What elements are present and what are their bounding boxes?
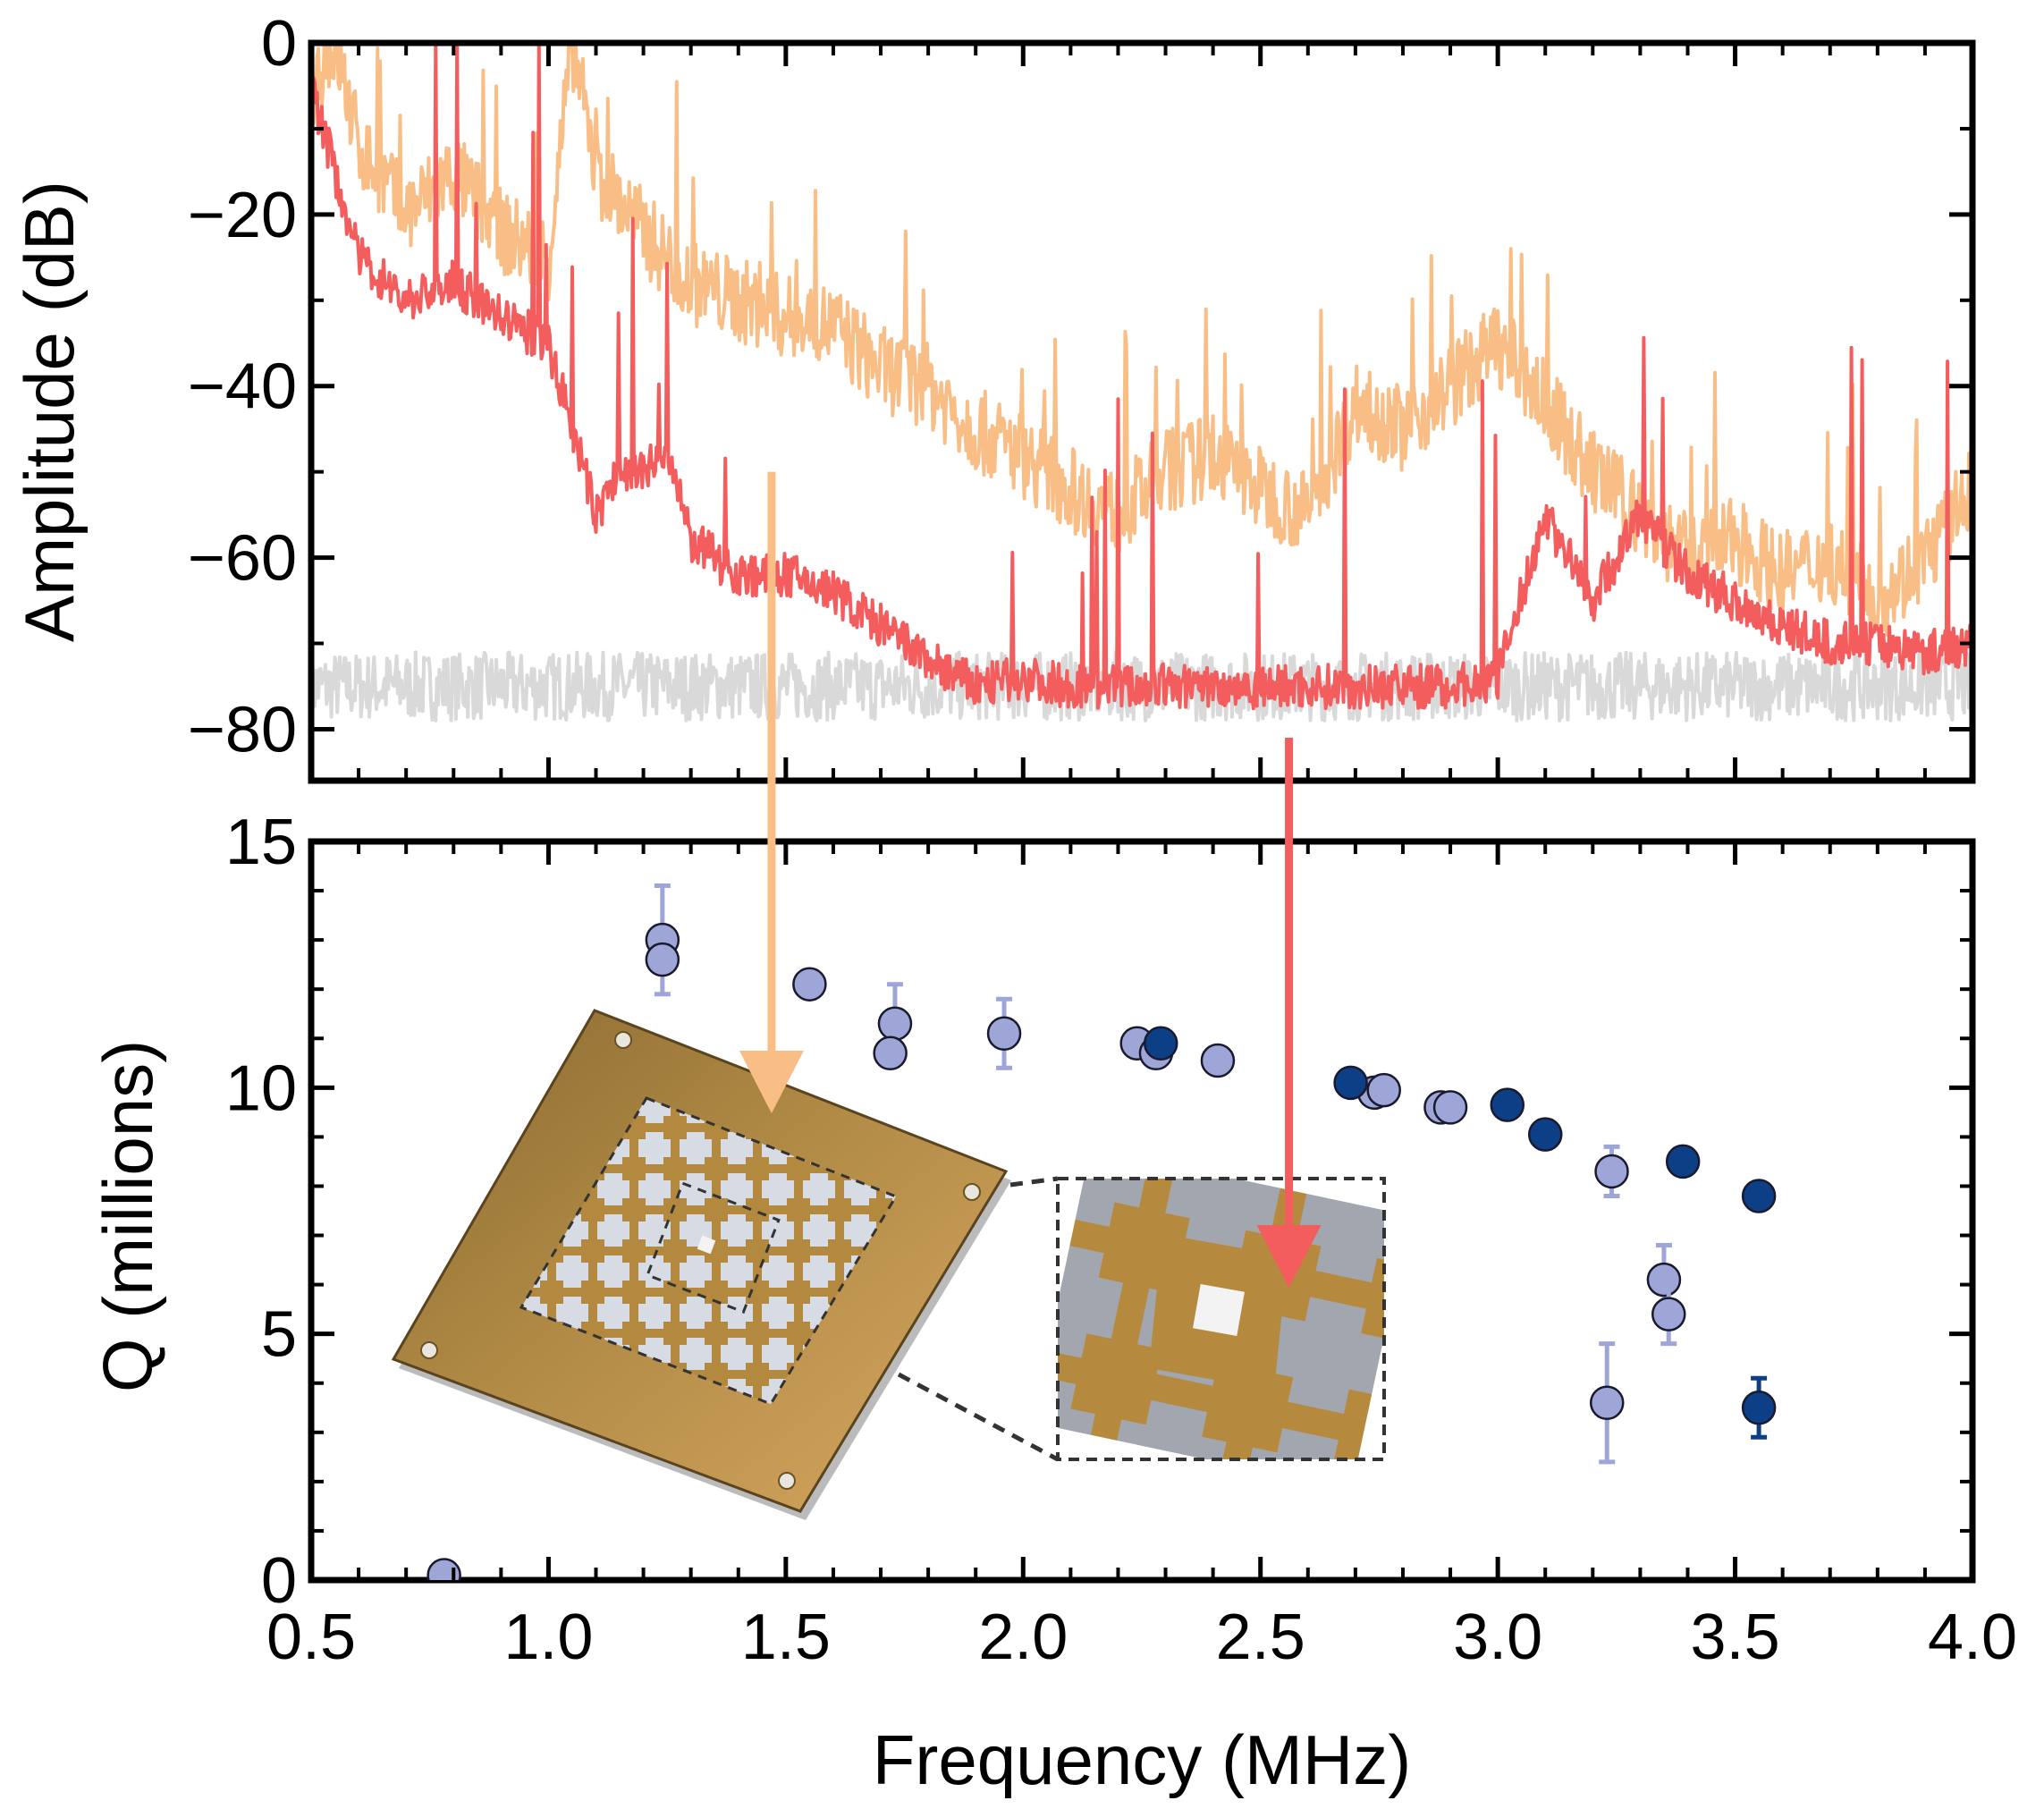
top-y-axis-title: Amplitude (dB): [10, 181, 89, 642]
bottom-y-axis-title: Q (millions): [89, 1040, 167, 1392]
q-point: [1589, 1385, 1625, 1421]
bottom-y-tick-label: 5: [261, 1299, 297, 1371]
x-tick-label: 0.5: [266, 1602, 356, 1673]
q-point: [1651, 1297, 1686, 1331]
bottom-plot-frame: [308, 838, 1976, 1584]
mode-arrows: [739, 471, 1322, 1288]
q-point: [877, 1006, 913, 1041]
top-y-tick-label: −40: [188, 351, 297, 423]
q-point: [873, 1036, 908, 1071]
spectrum-line-0: [311, 650, 1972, 723]
q-factor-plot: 0 5 10 15 0.5 1.0 1.5 2.0 2.5 3.0 3.5 4.0 Q (millio…: [89, 807, 2017, 1799]
q-point: [1333, 1065, 1368, 1101]
q-point: [1665, 1144, 1701, 1179]
bottom-y-tick-label: 0: [261, 1545, 297, 1617]
q-point: [1646, 1262, 1682, 1298]
spectrum-series: [311, 43, 1972, 723]
bottom-y-tick-label: 15: [225, 807, 297, 878]
q-point: [1366, 1072, 1401, 1108]
q-point: [1490, 1087, 1525, 1122]
q-point: [645, 942, 680, 977]
arrow-head: [739, 1051, 804, 1113]
arrow-head: [1256, 1225, 1322, 1288]
top-y-ticks: 0 −20 −40 −60 −80: [188, 8, 1975, 781]
x-tick-label: 2.0: [978, 1602, 1068, 1673]
bottom-axis-ticks: 0 5 10 15 0.5 1.0 1.5 2.0 2.5 3.0 3.5 4.0: [225, 807, 2017, 1673]
top-y-tick-label: −20: [188, 180, 297, 251]
top-plot-frame: [308, 39, 1976, 784]
q-point: [986, 1016, 1022, 1052]
top-y-tick-label: 0: [261, 8, 297, 80]
x-tick-label: 2.5: [1216, 1602, 1305, 1673]
q-point: [1143, 1026, 1178, 1061]
top-y-tick-label: −80: [188, 694, 297, 765]
q-point: [1741, 1391, 1777, 1425]
x-tick-label: 1.5: [741, 1602, 831, 1673]
top-y-tick-label: −60: [188, 523, 297, 595]
q-point: [1594, 1154, 1629, 1189]
q-point: [1200, 1043, 1236, 1078]
x-tick-label: 3.0: [1453, 1602, 1542, 1673]
x-tick-label: 3.5: [1691, 1602, 1780, 1673]
q-factor-points: [427, 883, 1777, 1580]
q-point: [1527, 1117, 1563, 1152]
amplitude-spectrum-plot: 0 −20 −40 −60 −80 Amplitude (dB): [10, 8, 1976, 784]
x-tick-label: 1.0: [503, 1602, 593, 1673]
q-point: [1432, 1090, 1468, 1125]
q-point: [1741, 1179, 1777, 1213]
q-point: [792, 967, 827, 1002]
x-axis-title: Frequency (MHz): [873, 1720, 1411, 1799]
spectrum-line-1: [311, 43, 1972, 638]
bottom-y-tick-label: 10: [225, 1052, 297, 1124]
spectrum-line-2: [311, 43, 1972, 711]
membrane-chip-photo: [391, 1009, 1011, 1520]
x-tick-label: 4.0: [1928, 1602, 2017, 1673]
